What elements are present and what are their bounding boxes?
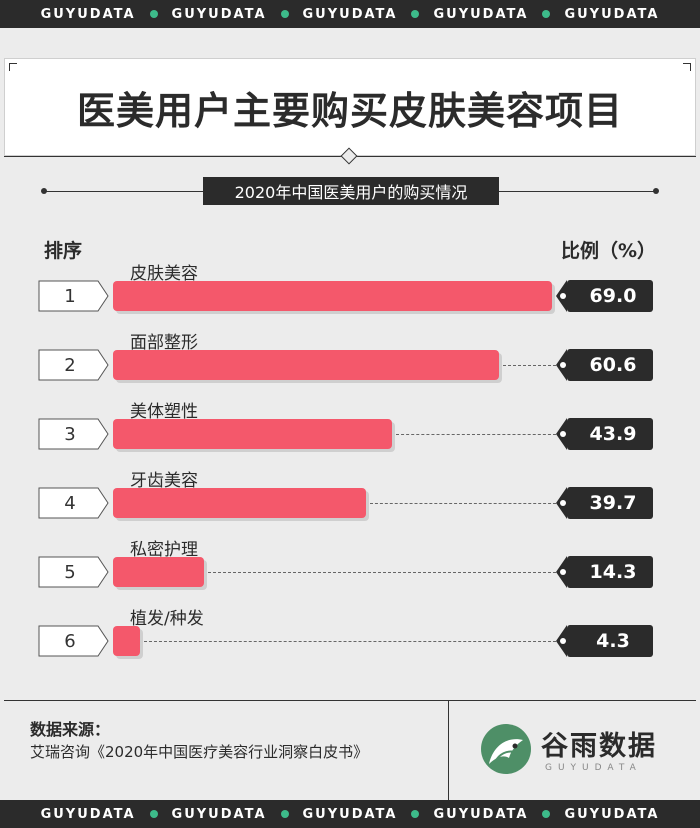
category-label: 皮肤美容 — [130, 264, 198, 284]
grain-rain-logo-icon — [481, 724, 531, 774]
value-tag-dot — [560, 500, 566, 506]
corner-mark — [683, 63, 691, 71]
watermark-text: GUYUDATA — [564, 806, 660, 822]
value-label: 69.0 — [567, 280, 653, 312]
rank-number: 5 — [64, 561, 76, 583]
bar — [113, 488, 366, 518]
rank-badge: 1 — [38, 280, 109, 312]
bar — [113, 626, 141, 656]
table-row: 牙齿美容 4 39.7 — [0, 471, 700, 547]
title-divider — [4, 147, 696, 165]
rank-number: 1 — [64, 285, 76, 307]
watermark-text: GUYUDATA — [171, 6, 267, 22]
footer-divider — [4, 700, 696, 701]
value-tag-dot — [560, 638, 566, 644]
value-label: 60.6 — [567, 349, 653, 381]
leader-line — [369, 503, 556, 504]
table-row: 皮肤美容 1 69.0 — [0, 264, 700, 340]
watermark-text: GUYUDATA — [433, 806, 529, 822]
watermark-text: GUYUDATA — [171, 806, 267, 822]
infographic-card: 医美用户主要购买皮肤美容项目 2020年中国医美用户的购买情况 排序 比例（%）… — [0, 28, 700, 800]
chart-title: 医美用户主要购买皮肤美容项目 — [76, 88, 623, 133]
dot-icon — [149, 10, 158, 18]
leader-line — [207, 572, 556, 573]
corner-mark — [9, 63, 17, 71]
title-box: 医美用户主要购买皮肤美容项目 — [4, 58, 696, 156]
bar — [113, 350, 499, 380]
value-label: 43.9 — [567, 418, 653, 450]
value-tag-dot — [560, 569, 566, 575]
dot-icon — [280, 10, 289, 18]
bottom-watermark-strip: GUYUDATA GUYUDATA GUYUDATA GUYUDATA GUYU… — [0, 800, 700, 828]
rank-number: 2 — [64, 354, 76, 376]
value-tag-dot — [560, 293, 566, 299]
watermark-text: GUYUDATA — [564, 6, 660, 22]
rule-end-dot — [653, 188, 659, 194]
value-label: 39.7 — [567, 487, 653, 519]
rank-badge: 5 — [38, 556, 109, 588]
dot-icon — [411, 810, 420, 818]
dot-icon — [280, 810, 289, 818]
source-text: 艾瑞咨询《2020年中国医疗美容行业洞察白皮书》 — [30, 743, 369, 761]
rank-badge: 2 — [38, 349, 109, 381]
value-label: 14.3 — [567, 556, 653, 588]
category-label: 植发/种发 — [130, 609, 204, 629]
source-title: 数据来源： — [30, 720, 111, 739]
watermark-text: GUYUDATA — [302, 806, 398, 822]
footer-vertical-divider — [448, 700, 449, 800]
category-label: 私密护理 — [130, 540, 198, 560]
bar-rows: 皮肤美容 1 69.0 面部整形 2 60.6 美体塑性 3 43.9 牙齿美容 4 39.7 私密护理… — [0, 28, 700, 728]
rank-badge: 4 — [38, 487, 109, 519]
rank-number: 3 — [64, 423, 76, 445]
top-watermark-strip: GUYUDATA GUYUDATA GUYUDATA GUYUDATA GUYU… — [0, 0, 700, 28]
table-row: 美体塑性 3 43.9 — [0, 402, 700, 478]
rule-end-dot — [41, 188, 47, 194]
category-label: 面部整形 — [130, 333, 198, 353]
dot-icon — [149, 810, 158, 818]
bar — [113, 557, 204, 587]
rank-number: 6 — [64, 630, 76, 652]
category-label: 牙齿美容 — [130, 471, 198, 491]
table-row: 面部整形 2 60.6 — [0, 333, 700, 409]
leader-line — [144, 641, 556, 642]
watermark-text: GUYUDATA — [302, 6, 398, 22]
dot-icon — [542, 810, 551, 818]
value-label: 4.3 — [567, 625, 653, 657]
table-row: 私密护理 5 14.3 — [0, 540, 700, 616]
dot-icon — [542, 10, 551, 18]
table-row: 植发/种发 6 4.3 — [0, 609, 700, 685]
watermark-text: GUYUDATA — [40, 6, 136, 22]
percent-column-header: 比例（%） — [560, 240, 656, 262]
dot-icon — [411, 10, 420, 18]
brand-name: 谷雨数据 — [541, 731, 657, 762]
watermark-text: GUYUDATA — [433, 6, 529, 22]
rank-badge: 6 — [38, 625, 109, 657]
rank-number: 4 — [64, 492, 76, 514]
bar — [113, 281, 552, 311]
value-tag-dot — [560, 362, 566, 368]
leader-line — [396, 434, 556, 435]
category-label: 美体塑性 — [130, 402, 198, 422]
chart-subtitle: 2020年中国医美用户的购买情况 — [203, 177, 499, 205]
rank-column-header: 排序 — [44, 240, 83, 262]
brand-subtitle: GUYUDATA — [545, 763, 642, 773]
rank-badge: 3 — [38, 418, 109, 450]
value-tag-dot — [560, 431, 566, 437]
watermark-text: GUYUDATA — [40, 806, 136, 822]
bar — [113, 419, 393, 449]
leader-line — [502, 365, 556, 366]
